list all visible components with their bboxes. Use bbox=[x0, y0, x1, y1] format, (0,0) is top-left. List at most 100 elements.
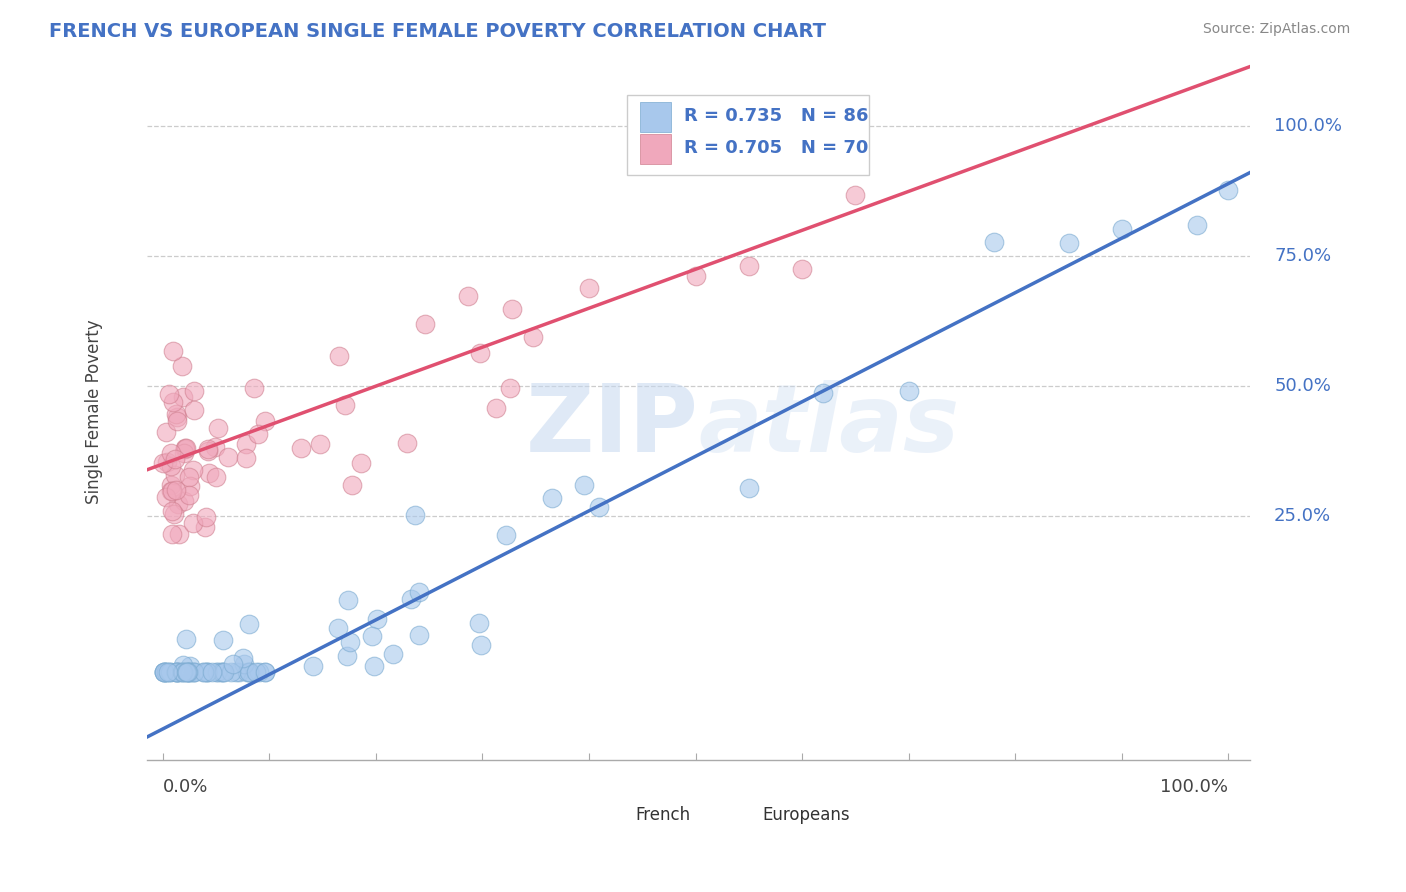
Point bbox=[160, 504, 183, 518]
Text: atlas: atlas bbox=[699, 380, 959, 472]
Point bbox=[165, 665, 187, 679]
Point bbox=[792, 262, 814, 277]
Point bbox=[163, 507, 186, 521]
Point bbox=[201, 665, 224, 679]
Point bbox=[897, 384, 920, 398]
Point bbox=[207, 420, 229, 434]
Point bbox=[366, 611, 388, 625]
Point bbox=[217, 450, 239, 464]
Point bbox=[166, 665, 188, 679]
Point bbox=[541, 491, 564, 505]
Point bbox=[159, 665, 181, 679]
Point bbox=[177, 665, 200, 679]
Point bbox=[155, 665, 177, 679]
Point bbox=[197, 442, 219, 457]
Point bbox=[231, 650, 253, 665]
Point bbox=[243, 381, 266, 395]
Text: French: French bbox=[636, 806, 690, 824]
Point bbox=[176, 665, 198, 679]
Point bbox=[156, 665, 179, 679]
Point bbox=[177, 469, 200, 483]
Point bbox=[195, 665, 218, 679]
Text: R = 0.705   N = 70: R = 0.705 N = 70 bbox=[683, 139, 869, 157]
Point bbox=[165, 665, 187, 679]
Point bbox=[172, 665, 194, 679]
Point bbox=[457, 289, 479, 303]
Point bbox=[396, 436, 419, 450]
Point bbox=[290, 441, 312, 455]
Point bbox=[166, 414, 188, 428]
Text: Single Female Poverty: Single Female Poverty bbox=[84, 320, 103, 505]
FancyBboxPatch shape bbox=[640, 103, 671, 132]
Point bbox=[169, 526, 191, 541]
Point bbox=[160, 527, 183, 541]
Point bbox=[172, 390, 194, 404]
Point bbox=[159, 665, 181, 679]
Point bbox=[174, 632, 197, 647]
Point bbox=[578, 281, 600, 295]
Text: ZIP: ZIP bbox=[526, 380, 699, 472]
Point bbox=[253, 665, 276, 679]
Point bbox=[157, 387, 180, 401]
Point bbox=[470, 345, 492, 359]
Point bbox=[470, 639, 492, 653]
Point bbox=[1185, 218, 1208, 232]
Point bbox=[197, 444, 219, 458]
Point bbox=[160, 459, 183, 474]
Point bbox=[222, 657, 245, 671]
Text: 25.0%: 25.0% bbox=[1274, 507, 1331, 525]
FancyBboxPatch shape bbox=[731, 803, 755, 828]
Point bbox=[209, 665, 232, 679]
Point bbox=[183, 665, 205, 679]
Point bbox=[205, 665, 228, 679]
Point bbox=[214, 665, 236, 679]
Point bbox=[179, 665, 201, 679]
Point bbox=[685, 269, 707, 284]
FancyBboxPatch shape bbox=[627, 95, 869, 176]
Point bbox=[153, 665, 176, 679]
Text: 75.0%: 75.0% bbox=[1274, 247, 1331, 265]
Point bbox=[844, 188, 866, 202]
Point bbox=[233, 657, 256, 672]
FancyBboxPatch shape bbox=[605, 803, 628, 828]
Point bbox=[253, 665, 276, 679]
Point bbox=[205, 665, 228, 679]
Point bbox=[162, 343, 184, 358]
Point bbox=[160, 478, 183, 492]
Point bbox=[195, 510, 218, 524]
Text: 0.0%: 0.0% bbox=[163, 779, 208, 797]
Text: 50.0%: 50.0% bbox=[1274, 377, 1331, 395]
Point bbox=[159, 483, 181, 498]
Point bbox=[246, 426, 269, 441]
Point bbox=[381, 647, 404, 661]
Point bbox=[219, 665, 242, 679]
FancyBboxPatch shape bbox=[640, 135, 671, 163]
Point bbox=[179, 659, 201, 673]
Point bbox=[301, 658, 323, 673]
Point bbox=[238, 665, 260, 679]
Point bbox=[333, 398, 356, 412]
Point bbox=[1111, 222, 1133, 236]
Point bbox=[173, 494, 195, 508]
Point bbox=[485, 401, 508, 415]
Point bbox=[408, 585, 430, 599]
Point bbox=[328, 349, 350, 363]
Text: 100.0%: 100.0% bbox=[1160, 779, 1229, 797]
Point bbox=[574, 478, 596, 492]
Point bbox=[181, 516, 204, 530]
Text: R = 0.735   N = 86: R = 0.735 N = 86 bbox=[683, 107, 869, 125]
Point bbox=[363, 659, 385, 673]
Point bbox=[205, 469, 228, 483]
Text: Source: ZipAtlas.com: Source: ZipAtlas.com bbox=[1202, 22, 1350, 37]
Point bbox=[499, 380, 522, 394]
Point bbox=[173, 442, 195, 456]
Point bbox=[239, 665, 262, 679]
Point bbox=[183, 665, 205, 679]
Point bbox=[212, 665, 235, 679]
Point bbox=[160, 446, 183, 460]
Text: Europeans: Europeans bbox=[762, 806, 849, 824]
Point bbox=[195, 665, 218, 679]
Point bbox=[588, 500, 610, 514]
Point bbox=[165, 451, 187, 466]
Point bbox=[408, 627, 430, 641]
